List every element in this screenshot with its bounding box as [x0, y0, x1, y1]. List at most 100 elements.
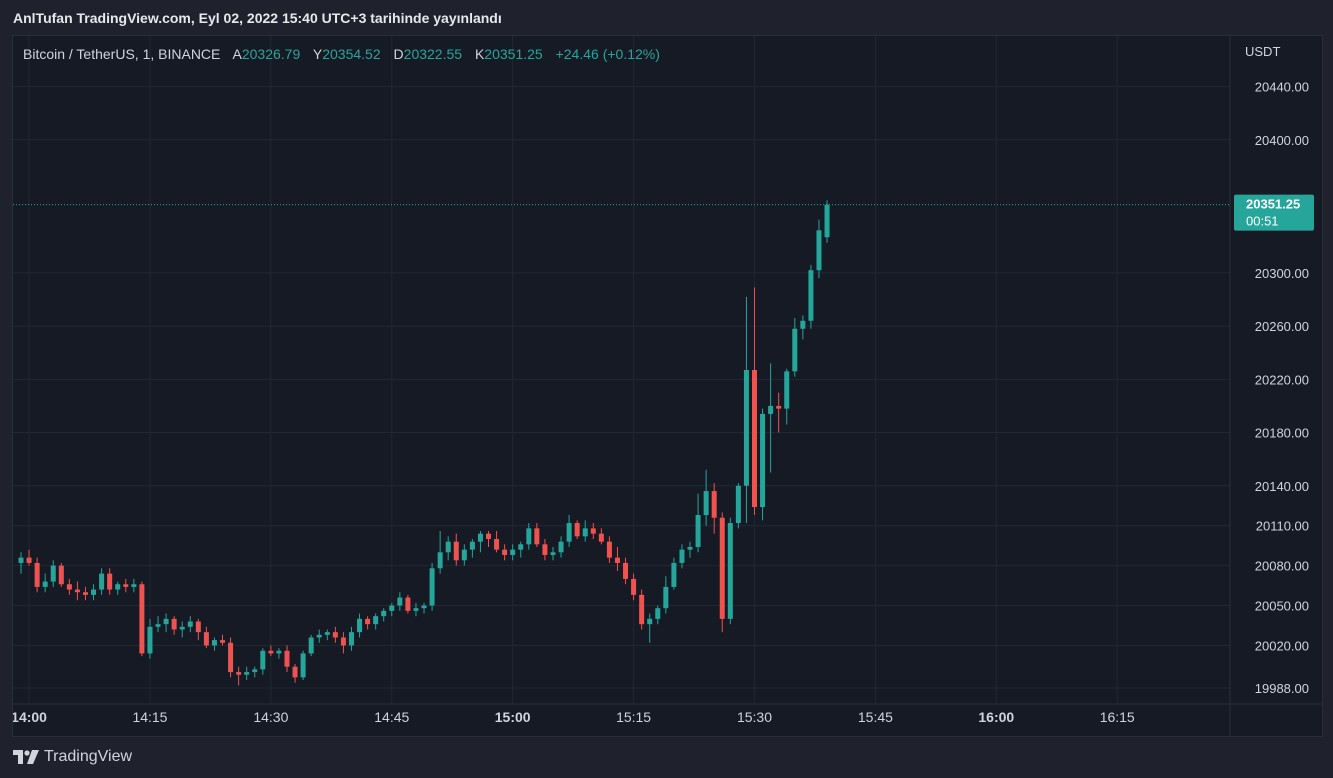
price-axis[interactable]: USDT 20440.00 20400.00 20300.00 20260.00 202…: [1234, 44, 1314, 696]
candle[interactable]: [445, 536, 451, 561]
candle[interactable]: [671, 557, 677, 590]
candle[interactable]: [66, 578, 72, 595]
candle[interactable]: [99, 568, 105, 595]
candle[interactable]: [332, 626, 338, 643]
candle[interactable]: [590, 523, 596, 539]
candle[interactable]: [179, 621, 185, 638]
candle[interactable]: [195, 618, 201, 641]
candle[interactable]: [486, 531, 492, 547]
candle[interactable]: [784, 368, 790, 425]
candle[interactable]: [502, 544, 508, 561]
candle[interactable]: [751, 287, 757, 516]
candle[interactable]: [107, 568, 113, 595]
candle[interactable]: [477, 531, 483, 553]
candle[interactable]: [727, 517, 733, 625]
candle[interactable]: [550, 546, 556, 561]
candle[interactable]: [647, 613, 653, 643]
candle[interactable]: [324, 629, 330, 641]
candle[interactable]: [776, 392, 782, 433]
candle[interactable]: [614, 546, 620, 571]
chart-panel[interactable]: USDT 20440.00 20400.00 20300.00 20260.00 202…: [12, 35, 1323, 737]
candle[interactable]: [687, 541, 693, 558]
candle[interactable]: [236, 666, 242, 686]
candle[interactable]: [260, 648, 266, 675]
candle[interactable]: [655, 605, 661, 625]
candle[interactable]: [244, 666, 250, 681]
candle[interactable]: [800, 315, 806, 340]
candle[interactable]: [26, 549, 32, 566]
candle[interactable]: [808, 264, 814, 329]
candle[interactable]: [824, 200, 830, 243]
candle[interactable]: [228, 637, 234, 678]
candle[interactable]: [292, 664, 298, 683]
candle[interactable]: [695, 493, 701, 553]
candlestick-chart[interactable]: USDT 20440.00 20400.00 20300.00 20260.00 202…: [13, 36, 1322, 736]
candle[interactable]: [187, 616, 193, 633]
candle[interactable]: [566, 515, 572, 547]
candle[interactable]: [413, 602, 419, 617]
candle[interactable]: [365, 616, 371, 630]
candle[interactable]: [461, 544, 467, 566]
candle[interactable]: [131, 578, 137, 593]
candle[interactable]: [453, 533, 459, 566]
candle[interactable]: [308, 634, 314, 657]
candle[interactable]: [203, 626, 209, 649]
candle[interactable]: [316, 629, 322, 643]
time-axis[interactable]: 14:00 14:15 14:30 14:45 15:00 15:15 15:30 15:45…: [13, 709, 1135, 725]
candle[interactable]: [123, 578, 129, 593]
candle[interactable]: [276, 648, 282, 659]
candle[interactable]: [816, 219, 822, 279]
candle[interactable]: [510, 544, 516, 561]
candle[interactable]: [768, 363, 774, 473]
tradingview-footer[interactable]: TradingView: [13, 746, 132, 768]
candle[interactable]: [18, 552, 24, 574]
candle[interactable]: [58, 562, 64, 587]
candle[interactable]: [534, 523, 540, 547]
candle[interactable]: [437, 531, 443, 574]
candle[interactable]: [421, 602, 427, 614]
candle[interactable]: [284, 645, 290, 673]
candle[interactable]: [526, 523, 532, 550]
candle[interactable]: [574, 520, 580, 539]
candle[interactable]: [639, 589, 645, 630]
candle[interactable]: [163, 613, 169, 633]
candle[interactable]: [582, 520, 588, 542]
candle[interactable]: [735, 483, 741, 529]
symbol-legend[interactable]: Bitcoin / TetherUS, 1, BINANCE A20326.79…: [23, 46, 660, 62]
candle[interactable]: [679, 544, 685, 569]
candle[interactable]: [357, 613, 363, 638]
candle[interactable]: [558, 536, 564, 558]
candle[interactable]: [42, 573, 48, 593]
candle[interactable]: [631, 573, 637, 601]
candle[interactable]: [719, 512, 725, 633]
candle[interactable]: [50, 560, 56, 587]
candle[interactable]: [518, 541, 524, 558]
candle[interactable]: [598, 528, 604, 545]
candle[interactable]: [115, 581, 121, 595]
candle[interactable]: [760, 408, 766, 521]
candle[interactable]: [429, 562, 435, 611]
candle[interactable]: [300, 650, 306, 681]
candle[interactable]: [606, 536, 612, 563]
candle[interactable]: [155, 616, 161, 633]
candle[interactable]: [792, 318, 798, 377]
candle[interactable]: [703, 469, 709, 526]
candle[interactable]: [268, 645, 274, 657]
candle[interactable]: [711, 483, 717, 534]
candle[interactable]: [348, 626, 354, 651]
candle[interactable]: [74, 581, 80, 601]
candle[interactable]: [220, 634, 226, 646]
candle[interactable]: [340, 632, 346, 654]
candle[interactable]: [91, 584, 97, 601]
candle[interactable]: [623, 557, 629, 585]
candle[interactable]: [663, 576, 669, 614]
candle[interactable]: [389, 602, 395, 617]
candle[interactable]: [405, 594, 411, 614]
candle[interactable]: [34, 557, 40, 593]
candle[interactable]: [469, 538, 475, 558]
symbol-name[interactable]: Bitcoin / TetherUS, 1, BINANCE: [23, 46, 221, 62]
candle[interactable]: [252, 666, 258, 678]
candle[interactable]: [171, 616, 177, 635]
candle[interactable]: [542, 538, 548, 561]
candle[interactable]: [147, 618, 153, 659]
